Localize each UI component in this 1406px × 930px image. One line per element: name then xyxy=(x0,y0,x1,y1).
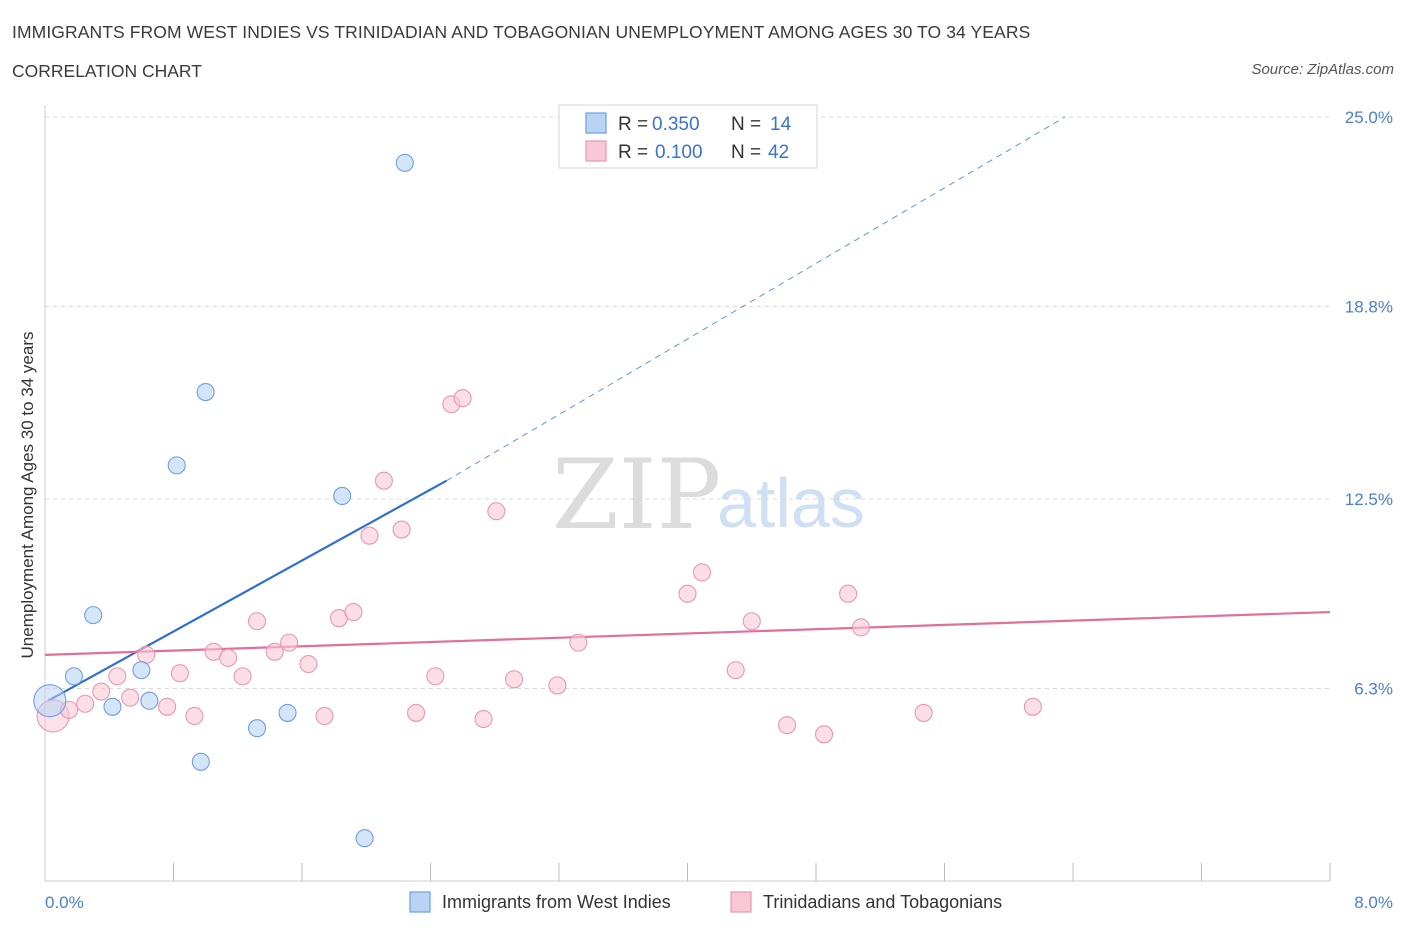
x-tick-label-1: 8.0% xyxy=(1354,893,1393,912)
watermark-zip: ZIP xyxy=(552,439,721,551)
legend-n-value-1: 14 xyxy=(770,114,792,135)
trinidadians-point-41 xyxy=(1023,697,1042,716)
trinidadians-point-15 xyxy=(280,633,299,652)
trinidadians-point-8 xyxy=(170,664,189,683)
trinidadians-point-37 xyxy=(814,725,834,744)
west-indies-point-13 xyxy=(395,153,414,172)
series-legend-swatch-pink xyxy=(730,891,752,913)
trinidadians-point-27 xyxy=(474,709,493,729)
trinidadians-point-31 xyxy=(569,633,588,652)
trinidadians-point-5 xyxy=(121,688,140,707)
trinidadians-point-13 xyxy=(247,612,267,631)
west-indies-point-6 xyxy=(167,456,186,475)
stats-legend: R = 0.350 N = 14 R = 0.100 N = 42 xyxy=(558,104,818,169)
trinidadians-point-4 xyxy=(108,667,127,686)
trinidadians-point-22 xyxy=(392,520,411,539)
trinidadians-point-3 xyxy=(92,682,111,701)
legend-r-value-1: 0.350 xyxy=(652,114,700,135)
chart-title: IMMIGRANTS FROM WEST INDIES VS TRINIDADI… xyxy=(12,22,1031,42)
west-indies-point-7 xyxy=(191,752,210,771)
scatter-points xyxy=(33,153,1042,848)
legend-swatch-pink xyxy=(585,140,607,162)
west-indies-point-1 xyxy=(64,667,83,686)
series-legend: Immigrants from West Indies Trinidadians… xyxy=(409,891,1002,913)
chart-subtitle: CORRELATION CHART xyxy=(12,61,202,81)
y-tick-label-2: 18.8% xyxy=(1345,297,1393,316)
trend-line-trinidadians xyxy=(44,610,1331,656)
trinidadians-point-40 xyxy=(914,703,933,722)
west-indies-point-2 xyxy=(84,606,103,625)
trinidadians-point-23 xyxy=(406,703,426,722)
axes xyxy=(44,105,1331,882)
trend-line-west-indies xyxy=(47,479,448,702)
west-indies-point-3 xyxy=(103,697,122,716)
trinidadians-point-2 xyxy=(76,694,95,713)
legend-r-label-2: R = xyxy=(618,142,648,163)
y-tick-label-1: 12.5% xyxy=(1345,490,1393,509)
trinidadians-point-6 xyxy=(137,645,156,664)
watermark-atlas: atlas xyxy=(717,464,865,542)
legend-r-value-2: 0.100 xyxy=(655,142,703,163)
trinidadians-point-12 xyxy=(233,667,252,686)
y-axis-label: Unemployment Among Ages 30 to 34 years xyxy=(18,332,37,659)
trinidadians-point-34 xyxy=(726,661,745,680)
trinidadians-point-35 xyxy=(742,612,761,631)
west-indies-point-11 xyxy=(333,486,352,505)
trinidadians-point-38 xyxy=(839,584,858,603)
legend-n-value-2: 42 xyxy=(768,142,789,163)
x-tick-label-0: 0.0% xyxy=(45,893,84,912)
west-indies-point-5 xyxy=(140,691,159,710)
x-tick-labels: 0.0% 8.0% xyxy=(45,893,1393,912)
y-tick-label-0: 6.3% xyxy=(1354,679,1393,698)
y-tick-label-3: 25.0% xyxy=(1345,108,1393,127)
trinidadians-point-30 xyxy=(548,676,567,695)
west-indies-point-9 xyxy=(247,719,267,738)
trend-lines xyxy=(44,116,1331,702)
trinidadians-point-14 xyxy=(265,642,284,661)
legend-swatch-blue xyxy=(585,112,607,134)
series-legend-label-blue: Immigrants from West Indies xyxy=(442,892,671,912)
trinidadians-point-33 xyxy=(692,563,712,582)
trinidadians-point-32 xyxy=(678,584,697,603)
west-indies-point-10 xyxy=(278,703,297,722)
trinidadians-point-39 xyxy=(851,618,871,637)
trinidadians-point-7 xyxy=(158,697,177,716)
trinidadians-point-29 xyxy=(504,670,524,689)
trinidadians-point-19 xyxy=(344,603,363,622)
west-indies-point-12 xyxy=(355,829,374,848)
series-legend-swatch-blue xyxy=(409,891,431,913)
trinidadians-point-11 xyxy=(219,648,238,667)
source-label: Source: ZipAtlas.com xyxy=(1251,61,1394,78)
legend-n-label-1: N = xyxy=(731,114,761,135)
trinidadians-point-28 xyxy=(487,502,506,521)
trinidadians-point-26 xyxy=(453,389,472,408)
trinidadians-point-17 xyxy=(315,706,334,726)
legend-n-label-2: N = xyxy=(731,142,761,163)
trinidadians-point-9 xyxy=(185,706,204,726)
trinidadians-point-21 xyxy=(374,471,393,490)
trinidadians-point-20 xyxy=(360,526,379,545)
west-indies-point-4 xyxy=(132,661,151,680)
legend-r-label-1: R = xyxy=(618,114,648,135)
trinidadians-point-36 xyxy=(778,716,797,735)
trinidadians-point-24 xyxy=(426,667,445,686)
west-indies-point-0 xyxy=(33,684,67,718)
series-legend-label-pink: Trinidadians and Tobagonians xyxy=(763,892,1002,912)
y-tick-labels: 6.3% 12.5% 18.8% 25.0% xyxy=(1345,108,1393,698)
trinidadians-point-16 xyxy=(299,654,318,674)
west-indies-point-8 xyxy=(196,382,215,402)
trend-line-west-indies-extension xyxy=(446,116,1066,482)
